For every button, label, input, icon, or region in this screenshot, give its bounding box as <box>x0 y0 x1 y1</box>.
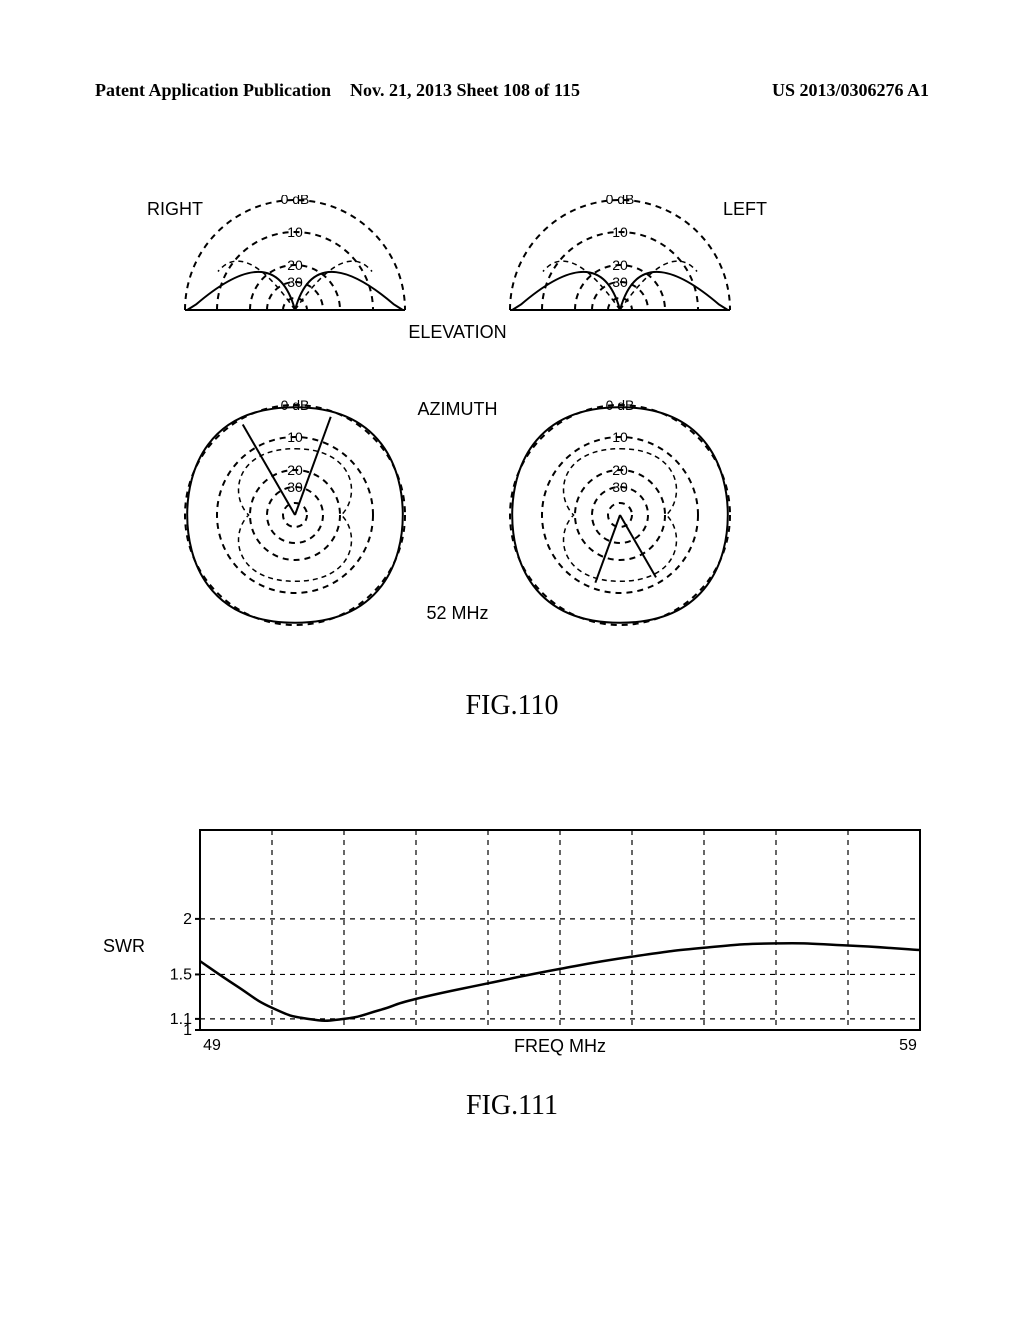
header-mid: Nov. 21, 2013 Sheet 108 of 115 <box>350 80 580 101</box>
fig110-svg: 0 dB1020300 dB1020300 dB1020300 dB102030… <box>0 195 1024 675</box>
svg-text:2: 2 <box>183 911 192 928</box>
fig110-container: 0 dB1020300 dB1020300 dB1020300 dB102030… <box>0 195 1024 680</box>
svg-text:20: 20 <box>287 462 303 478</box>
svg-text:0 dB: 0 dB <box>281 195 310 207</box>
svg-text:SWR: SWR <box>103 936 145 956</box>
svg-text:FREQ MHz: FREQ MHz <box>514 1036 606 1056</box>
svg-text:AZIMUTH: AZIMUTH <box>418 399 498 419</box>
svg-text:59: 59 <box>899 1037 917 1054</box>
svg-text:0 dB: 0 dB <box>606 397 635 413</box>
svg-text:49: 49 <box>203 1037 221 1054</box>
svg-text:0 dB: 0 dB <box>606 195 635 207</box>
svg-text:1.5: 1.5 <box>170 966 192 983</box>
svg-text:30: 30 <box>612 479 628 495</box>
svg-text:20: 20 <box>287 257 303 273</box>
svg-text:LEFT: LEFT <box>723 199 767 219</box>
fig111-svg: 11.11.524959SWRFREQ MHz <box>0 810 1024 1070</box>
fig111-container: 11.11.524959SWRFREQ MHz <box>0 810 1024 1075</box>
svg-text:10: 10 <box>287 224 303 240</box>
svg-text:20: 20 <box>612 462 628 478</box>
svg-text:10: 10 <box>287 429 303 445</box>
svg-text:52 MHz: 52 MHz <box>426 603 488 623</box>
svg-text:RIGHT: RIGHT <box>147 199 203 219</box>
svg-text:30: 30 <box>287 274 303 290</box>
header-right: US 2013/0306276 A1 <box>772 80 929 101</box>
svg-text:10: 10 <box>612 224 628 240</box>
svg-text:1.1: 1.1 <box>170 1011 192 1028</box>
fig111-label: FIG.111 <box>0 1090 1024 1122</box>
svg-text:ELEVATION: ELEVATION <box>408 322 506 342</box>
header-left: Patent Application Publication <box>95 80 331 101</box>
svg-text:30: 30 <box>612 274 628 290</box>
fig110-label: FIG.110 <box>0 690 1024 722</box>
svg-text:10: 10 <box>612 429 628 445</box>
svg-text:30: 30 <box>287 479 303 495</box>
svg-text:0 dB: 0 dB <box>281 397 310 413</box>
svg-text:20: 20 <box>612 257 628 273</box>
